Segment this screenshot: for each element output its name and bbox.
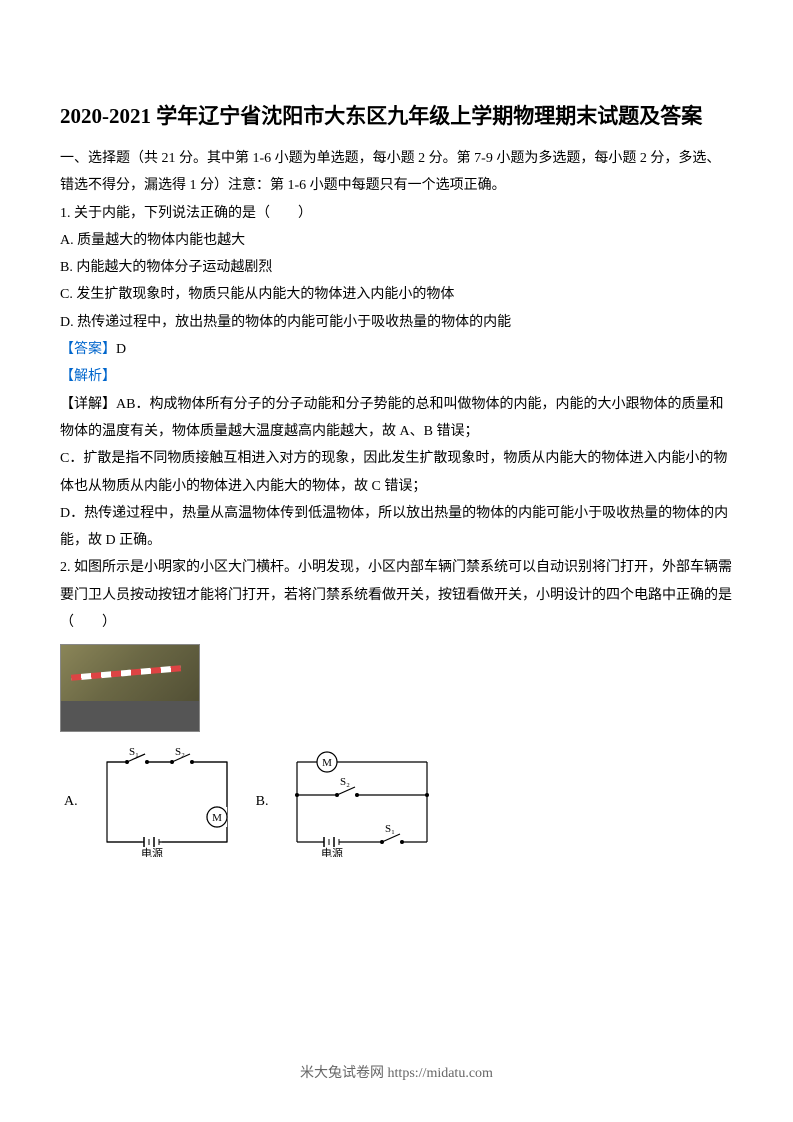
q1-explanation-ab: 【详解】AB．构成物体所有分子的分子动能和分子势能的总和叫做物体的内能，内能的大… <box>60 391 733 446</box>
s2-label-b: S₂ <box>340 776 350 788</box>
answer-value: D <box>116 342 126 357</box>
option-a-label: A. <box>60 794 82 810</box>
q1-explanation-d: D．热传递过程中，热量从高温物体传到低温物体，所以放出热量的物体的内能可能小于吸… <box>60 500 733 555</box>
q1-option-d: D. 热传递过程中，放出热量的物体的内能可能小于吸收热量的物体的内能 <box>60 309 733 336</box>
q2-photo <box>60 644 733 732</box>
q1-answer: 【答案】D <box>60 336 733 363</box>
s2-label: S₂ <box>175 747 185 758</box>
q1-option-b: B. 内能越大的物体分子运动越剧烈 <box>60 254 733 281</box>
circuit-options-row: A. S₁ S₂ M M <box>60 747 733 857</box>
s1-label: S₁ <box>129 747 139 758</box>
circuit-diagram-b: M S₂ 电源 S₁ <box>282 747 442 857</box>
answer-label: 【答案】 <box>60 342 116 357</box>
svg-text:M: M <box>212 812 222 824</box>
analysis-label: 【解析】 <box>60 363 733 390</box>
power-label-b: 电源 <box>321 846 343 857</box>
q1-stem: 1. 关于内能，下列说法正确的是（ ） <box>60 200 733 227</box>
gate-barrier-photo <box>60 644 200 732</box>
document-title: 2020-2021 学年辽宁省沈阳市大东区九年级上学期物理期末试题及答案 <box>60 95 733 137</box>
q1-option-a: A. 质量越大的物体内能也越大 <box>60 227 733 254</box>
section-header: 一、选择题（共 21 分。其中第 1-6 小题为单选题，每小题 2 分。第 7-… <box>60 145 733 200</box>
s1-label-b: S₁ <box>385 823 395 835</box>
q1-explanation-c: C．扩散是指不同物质接触互相进入对方的现象，因此发生扩散现象时，物质从内能大的物… <box>60 445 733 500</box>
m-label-b: M <box>323 757 333 769</box>
q2-stem: 2. 如图所示是小明家的小区大门横杆。小明发现，小区内部车辆门禁系统可以自动识别… <box>60 554 733 636</box>
q1-option-c: C. 发生扩散现象时，物质只能从内能大的物体进入内能小的物体 <box>60 281 733 308</box>
power-label: 电源 <box>141 846 163 857</box>
page-footer: 米大兔试卷网 https://midatu.com <box>0 1062 793 1082</box>
option-b-label: B. <box>252 794 273 810</box>
circuit-diagram-a: S₁ S₂ M M 电源 <box>92 747 242 857</box>
